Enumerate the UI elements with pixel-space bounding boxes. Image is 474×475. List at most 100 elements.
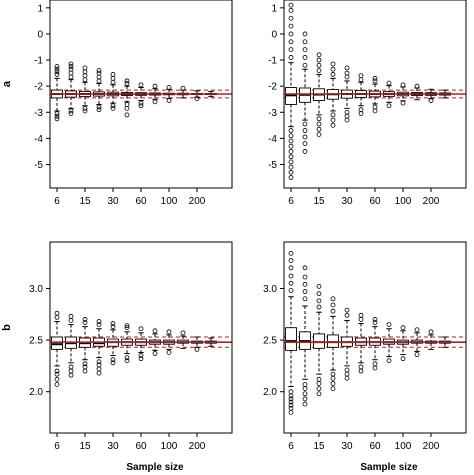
outlier-point [400,100,406,106]
outlier-point [96,70,102,76]
outlier-point [288,2,294,8]
outlier-point [344,109,350,115]
x-axis-title: Sample size [360,462,418,473]
y-tick-label: -5 [34,160,43,171]
y-tick-label: -1 [34,56,43,67]
outlier-point [344,113,350,119]
y-tick-label: 3.0 [263,284,277,295]
box-40 [355,312,367,374]
outlier-point [344,117,350,123]
panel-3: 3.0 2.5 2.0 6 15 30 60 100 200 b Sample size [1,241,233,473]
outlier-point [316,121,322,127]
outlier-point [414,327,420,333]
outlier-point [344,367,350,373]
outlier-point [288,258,294,263]
outlier-point [316,62,322,68]
outlier-point [124,112,130,118]
outlier-point [316,291,322,297]
outlier-point [358,111,364,116]
outlier-point [96,322,102,327]
outlier-point [330,381,336,386]
outlier-point [54,310,60,316]
outlier-point [288,15,294,21]
x-tick-label: 100 [161,441,178,452]
outlier-point [288,47,294,53]
outlier-point [96,104,102,110]
box-9 [299,31,311,154]
outlier-point [124,358,130,364]
outlier-point [288,55,294,60]
outlier-point [96,68,102,73]
outlier-point [344,65,350,71]
outlier-point [316,298,322,304]
box-30 [107,72,119,111]
outlier-point [302,401,308,407]
outlier-point [82,368,88,374]
outlier-point [68,318,74,323]
outlier-point [124,105,130,111]
outlier-point [358,317,364,322]
outlier-point [288,250,294,256]
outlier-point [372,75,378,81]
outlier-point [124,323,130,329]
x-tick-label: 30 [107,196,119,207]
outlier-point [54,382,60,387]
outlier-point [372,365,378,371]
outlier-point [288,39,294,45]
x-tick-label: 6 [288,441,294,452]
y-tick-label: -3 [268,108,277,119]
outlier-point [288,31,294,37]
x-tick-label: 6 [54,196,60,207]
outlier-point [54,314,60,320]
outlier-point [68,61,74,67]
outlier-point [302,134,308,140]
outlier-point [82,77,88,83]
outlier-point [344,74,350,80]
outlier-point [54,113,60,119]
outlier-point [54,376,60,382]
x-tick-label: 60 [135,196,147,207]
outlier-point [302,128,308,133]
y-tick-label: 0 [37,29,43,40]
outlier-point [96,74,102,80]
outlier-point [194,96,200,102]
box-200 [191,90,203,102]
outlier-point [330,386,336,392]
y-tick-label: -5 [268,160,277,171]
outlier-point [110,72,116,77]
outlier-point [152,83,158,89]
outlier-point [302,382,308,387]
outlier-point [68,70,74,76]
outlier-point [288,396,294,402]
outlier-point [302,31,308,37]
outlier-point [302,62,308,68]
panel-2: 1 0 -1 -2 -3 -4 -5 6 15 30 60 100 200 [268,0,467,207]
outlier-point [194,346,200,352]
y-tick-label: -4 [268,134,277,145]
box-200 [191,336,203,352]
outlier-point [358,368,364,374]
outlier-point [68,372,74,378]
box-9 [65,313,77,378]
outlier-point [288,288,294,293]
y-tick-label: -4 [34,134,43,145]
y-tick-label: 0 [271,29,277,40]
y-tick-label: 3.0 [29,284,43,295]
x-tick-label: 60 [369,196,381,207]
box-200 [425,88,437,103]
panel-4: 3.0 2.5 2.0 6 15 30 60 100 200 Sample size [263,241,467,473]
outlier-point [124,81,130,86]
box-15 [313,283,325,397]
box-15 [79,317,91,374]
outlier-point [288,23,294,29]
outlier-point [358,73,364,79]
outlier-point [302,386,308,392]
outlier-point [344,375,350,381]
outlier-point [54,368,60,374]
box-6 [51,310,63,387]
outlier-point [316,304,322,310]
outlier-point [428,329,434,335]
x-tick-label: 30 [107,441,119,452]
outlier-point [288,128,294,133]
outlier-point [316,381,322,386]
